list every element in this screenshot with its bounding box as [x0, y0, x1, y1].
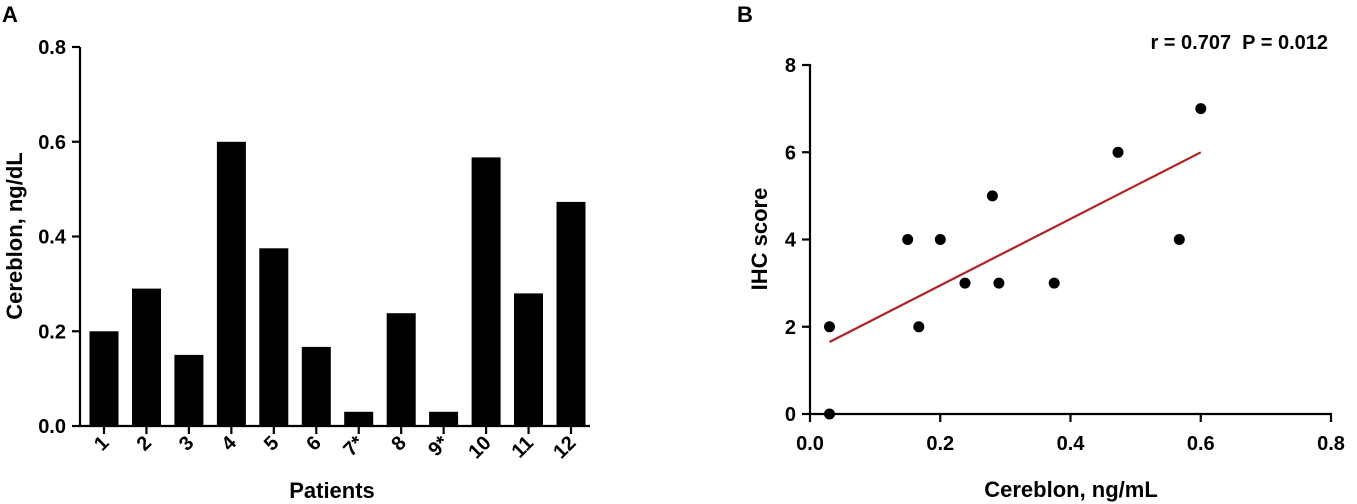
x-tick-label: 6 [302, 432, 325, 455]
scatter-point [986, 190, 998, 202]
y-tick-label: 0.8 [38, 37, 66, 59]
x-tick-label: 0.4 [1057, 433, 1086, 455]
x-tick-label: 7* [339, 432, 368, 461]
bar-8 [386, 313, 416, 426]
bar-group [89, 141, 586, 427]
x-tick-label: 10 [464, 432, 495, 463]
x-tick-label: 0.0 [796, 433, 824, 455]
x-tick-label: 0.6 [1187, 433, 1215, 455]
bar-11 [514, 293, 543, 426]
bar-5 [259, 248, 289, 426]
scatter-point [993, 277, 1005, 289]
y-tick-label: 0 [785, 404, 796, 426]
scatter-point [1173, 234, 1185, 245]
x-tick-label: 12 [549, 432, 580, 463]
x-tick-label: 11 [508, 432, 539, 463]
x-tick-label: 0.8 [1317, 433, 1345, 455]
x-tick-label: 8 [387, 432, 410, 455]
x-ticks: 1 2 3 4 5 6 7* 8 9* 10 11 12 [90, 426, 581, 463]
scatter-point [824, 321, 835, 333]
x-tick-label: 1 [90, 432, 113, 455]
y-tick-label: 6 [785, 142, 796, 164]
panel-a-label: A [2, 2, 18, 27]
y-tick-label: 0.0 [38, 416, 66, 438]
bar-2 [132, 288, 161, 426]
x-tick-label: 4 [217, 431, 241, 455]
y-axis-title: Cereblon, ng/dL [2, 152, 27, 319]
scatter-point [1112, 146, 1124, 158]
bar-1 [89, 331, 119, 427]
scatter-point [902, 234, 914, 245]
x-axis-title: Patients [289, 478, 375, 503]
y-tick-label: 0.6 [38, 132, 66, 154]
x-tick-label: 5 [260, 432, 283, 455]
y-axis-title: IHC score [747, 188, 772, 291]
x-tick-label: 3 [175, 432, 198, 455]
bar-7-star [344, 411, 374, 426]
x-ticks: 0.0 0.2 0.4 0.6 0.8 [796, 414, 1345, 455]
y-tick-label: 8 [785, 55, 796, 77]
bar-10 [471, 157, 501, 426]
panel-b: B r = 0.707 P = 0.012 0 2 4 6 8 0.0 0.2 0.4 0.6… [737, 2, 1345, 502]
panel-b-label: B [737, 2, 753, 27]
bar-4 [216, 141, 246, 427]
bar-9-star [429, 411, 459, 426]
bar-12 [556, 201, 586, 426]
scatter-point [934, 234, 946, 245]
scatter-point [1048, 277, 1060, 289]
scatter-point [913, 321, 925, 333]
x-tick-label: 0.2 [926, 433, 954, 455]
y-tick-label: 2 [785, 317, 796, 339]
bar-6 [301, 346, 331, 426]
y-ticks: 0.0 0.2 0.4 0.6 0.8 [38, 37, 80, 438]
y-tick-label: 0.4 [38, 227, 67, 249]
scatter-point [959, 277, 971, 289]
x-axis-title: Cereblon, ng/mL [984, 477, 1158, 502]
regression-line [828, 151, 1202, 343]
panel-a: A 0.00.20.40.60.8 1 2 3 4 5 6 7* 8 9* 10 11 12 Pati… [2, 2, 590, 503]
y-tick-label: 4 [785, 230, 797, 252]
point-group [824, 103, 1207, 420]
correlation-annotation: r = 0.707 P = 0.012 [1150, 32, 1328, 54]
scatter-point [1195, 103, 1207, 115]
bar-3 [174, 354, 204, 426]
x-tick-label: 2 [133, 432, 156, 455]
y-tick-label: 0.2 [38, 321, 66, 343]
y-ticks: 0 2 4 6 8 [785, 55, 810, 426]
x-tick-label: 9* [424, 432, 453, 461]
